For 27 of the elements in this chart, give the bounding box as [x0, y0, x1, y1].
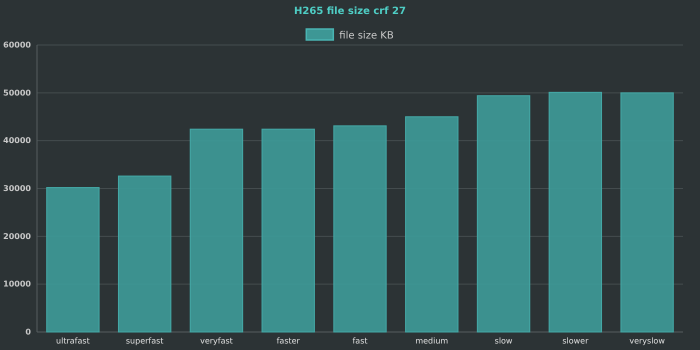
chart-title: H265 file size crf 27 [294, 6, 406, 17]
bar [118, 176, 172, 332]
x-tick-label: superfast [126, 336, 164, 346]
bar [46, 187, 100, 332]
bar [190, 128, 244, 332]
y-tick-label: 50000 [3, 88, 32, 98]
x-tick-label: faster [276, 336, 301, 346]
y-tick-label: 10000 [3, 280, 32, 289]
bar [405, 116, 458, 332]
x-tick-label: ultrafast [56, 336, 90, 346]
x-tick-label: veryfast [200, 336, 233, 346]
bar [476, 95, 530, 332]
x-tick-label: slower [562, 336, 590, 346]
x-tick-label: slow [494, 336, 513, 346]
bar [333, 125, 387, 332]
bar [548, 92, 602, 332]
y-tick-label: 60000 [3, 40, 32, 50]
x-tick-label: fast [352, 336, 368, 346]
y-tick-label: 20000 [3, 232, 32, 241]
x-tick-label: veryslow [629, 336, 666, 346]
legend-label: file size KB [339, 30, 394, 42]
bar [620, 92, 674, 332]
y-tick-label: 30000 [3, 184, 32, 194]
y-tick-label: 40000 [3, 136, 32, 146]
y-tick-label: 0 [25, 328, 32, 337]
bar [262, 128, 315, 332]
x-tick-label: medium [415, 336, 448, 346]
